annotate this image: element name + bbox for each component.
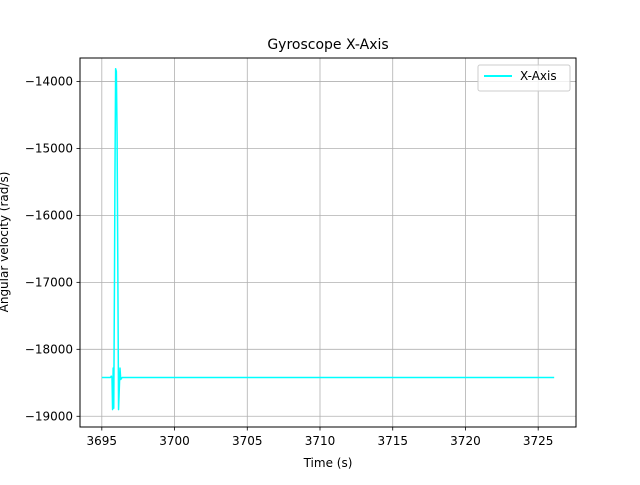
plot-frame — [79, 57, 577, 428]
x-tick-label: 3715 — [377, 434, 408, 448]
x-tick-label: 3720 — [450, 434, 481, 448]
x-axis-label: Time (s) — [303, 456, 353, 470]
x-tick-label: 3710 — [305, 434, 336, 448]
legend-box — [477, 64, 571, 92]
y-tick-label: −16000 — [25, 208, 73, 222]
series-layer — [101, 67, 555, 411]
legend-label-x-axis: X-Axis — [520, 69, 557, 83]
legend: X-Axis — [477, 64, 571, 92]
y-tick-label: −14000 — [25, 74, 73, 88]
x-tick-label: 3700 — [159, 434, 190, 448]
y-tick-label: −19000 — [25, 409, 73, 423]
grid — [80, 58, 576, 427]
x-tick-label: 3695 — [87, 434, 118, 448]
series-line-x-axis — [101, 67, 555, 411]
axis-ticks: 3695 3700 3705 3710 3715 3720 3725 −19000 −18000… — [25, 74, 554, 448]
y-tick-label: −17000 — [25, 275, 73, 289]
y-tick-label: −18000 — [25, 342, 73, 356]
x-tick-label: 3705 — [232, 434, 263, 448]
chart-title: Gyroscope X-Axis — [267, 37, 388, 53]
y-tick-label: −15000 — [25, 141, 73, 155]
y-axis-label: Angular velocity (rad/s) — [0, 172, 11, 313]
x-tick-label: 3725 — [523, 434, 554, 448]
